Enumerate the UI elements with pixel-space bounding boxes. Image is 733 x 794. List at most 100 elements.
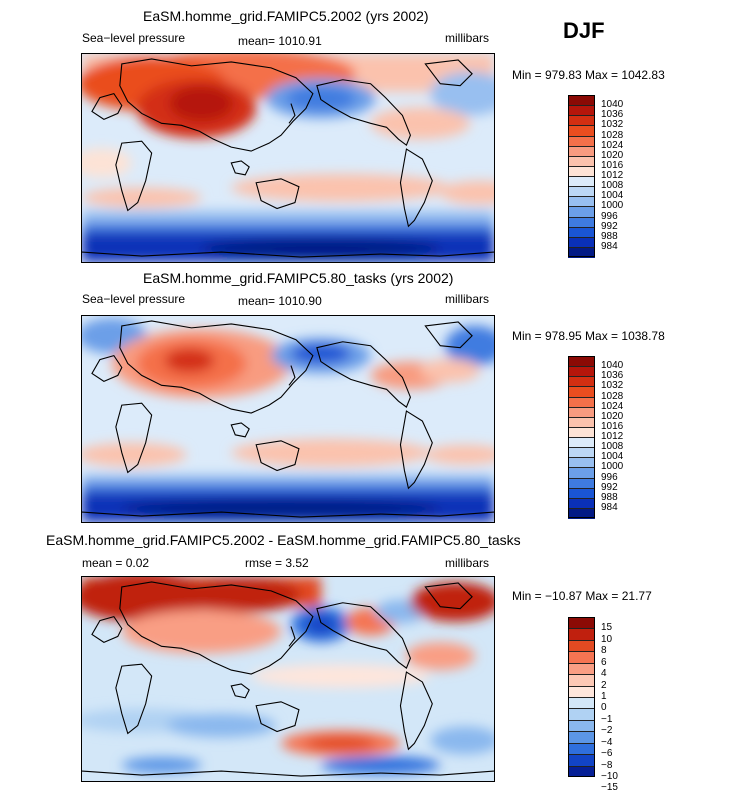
colorbar-swatch bbox=[568, 487, 595, 499]
colorbar-swatch bbox=[568, 742, 595, 755]
panel-2-colorbar: 1040 1036 1032 1028 1024 1020 1016 1012 1008 1004… bbox=[568, 356, 623, 519]
panel-1-map bbox=[81, 53, 495, 263]
panel-1-map-svg bbox=[82, 54, 494, 262]
panel-2-map bbox=[81, 315, 495, 523]
colorbar-swatch bbox=[568, 507, 595, 519]
colorbar-swatch bbox=[568, 125, 595, 136]
colorbar-swatch bbox=[568, 155, 595, 167]
colorbar-swatch bbox=[568, 731, 595, 744]
colorbar-swatch bbox=[568, 497, 595, 509]
colorbar-tick-label: 984 bbox=[601, 240, 618, 252]
panel-2-minmax: Min = 978.95 Max = 1038.78 bbox=[512, 329, 665, 343]
colorbar-tick-label: 4 bbox=[601, 668, 607, 680]
colorbar-tick-label: 1004 bbox=[601, 451, 624, 463]
panel-3-colorbar: 15 10 8 6 4 2 1 0 −1 −2 −4 −6 −8 −10 −15 bbox=[568, 617, 618, 793]
colorbar-swatch bbox=[568, 697, 595, 709]
panel-1-colorbar: 1040 1036 1032 1028 1024 1020 1016 1012 1008 1004… bbox=[568, 95, 623, 258]
colorbar-tick-label: 1032 bbox=[601, 380, 624, 392]
colorbar-tick-label: −2 bbox=[601, 725, 613, 737]
panel-1-mean: mean= 1010.91 bbox=[238, 34, 322, 48]
panel-3-minmax: Min = −10.87 Max = 21.77 bbox=[512, 589, 652, 603]
colorbar-swatch bbox=[568, 754, 595, 767]
colorbar-tick-label: 1016 bbox=[601, 420, 624, 432]
colorbar-tick-label: 1024 bbox=[601, 400, 624, 412]
colorbar-swatch bbox=[568, 662, 595, 675]
colorbar-tick-label: 996 bbox=[601, 210, 618, 222]
colorbar-swatch bbox=[568, 186, 595, 197]
colorbar-tick-label: 1028 bbox=[601, 390, 624, 402]
colorbar-swatch bbox=[568, 467, 595, 478]
colorbar-swatch bbox=[568, 765, 595, 778]
panel-2-map-svg bbox=[82, 316, 494, 522]
colorbar-swatch bbox=[568, 366, 595, 377]
colorbar-tick-label: 992 bbox=[601, 220, 618, 232]
colorbar-tick-label: 1020 bbox=[601, 410, 624, 422]
colorbar-tick-label: 1036 bbox=[601, 370, 624, 382]
colorbar-swatch bbox=[568, 639, 595, 652]
colorbar-swatch bbox=[568, 105, 595, 116]
colorbar-tick-label: −8 bbox=[601, 759, 613, 771]
colorbar-swatch bbox=[568, 685, 595, 698]
colorbar-tick-label: 1020 bbox=[601, 149, 624, 161]
colorbar-swatch bbox=[568, 135, 595, 147]
colorbar-swatch bbox=[568, 115, 595, 126]
colorbar-swatch bbox=[568, 437, 595, 448]
colorbar-tick-label: 988 bbox=[601, 491, 618, 503]
colorbar-swatch bbox=[568, 145, 595, 157]
panel-2-units: millibars bbox=[445, 292, 490, 306]
colorbar-swatch bbox=[568, 708, 595, 721]
colorbar-swatch bbox=[568, 651, 595, 664]
colorbar-tick-label: 1040 bbox=[601, 99, 624, 111]
colorbar-swatch bbox=[568, 477, 595, 489]
colorbar-swatch bbox=[568, 226, 595, 238]
panel-3-rmse: rmse = 3.52 bbox=[245, 556, 309, 570]
colorbar-tick-label: 1008 bbox=[601, 180, 624, 192]
colorbar-swatch bbox=[568, 176, 595, 187]
colorbar-swatch bbox=[568, 386, 595, 397]
colorbar-tick-label: 1008 bbox=[601, 441, 624, 453]
colorbar-tick-label: −15 bbox=[601, 782, 618, 794]
panel-1-variable-label: Sea−level pressure bbox=[82, 31, 186, 45]
colorbar-swatch bbox=[568, 416, 595, 428]
panel-3-mean: mean = 0.02 bbox=[82, 556, 150, 570]
colorbar-tick-label: 1032 bbox=[601, 119, 624, 131]
colorbar-tick-label: −10 bbox=[601, 771, 618, 782]
panel-1-units: millibars bbox=[445, 31, 490, 45]
colorbar-swatch bbox=[568, 628, 595, 641]
panel-3-title: EaSM.homme_grid.FAMIPC5.2002 - EaSM.homm… bbox=[46, 532, 521, 548]
colorbar-swatch bbox=[568, 457, 595, 468]
colorbar-tick-label: 984 bbox=[601, 501, 618, 513]
colorbar-tick-label: 1000 bbox=[601, 461, 624, 473]
colorbar-tick-label: 996 bbox=[601, 471, 618, 483]
colorbar-frame bbox=[568, 95, 595, 257]
colorbar-tick-label: 1 bbox=[601, 691, 607, 702]
colorbar-tick-label: 8 bbox=[601, 645, 607, 657]
colorbar-tick-label: 6 bbox=[601, 656, 607, 668]
colorbar-tick-label: 1040 bbox=[601, 360, 624, 372]
colorbar-tick-label: 1024 bbox=[601, 139, 624, 151]
colorbar-tick-label: 992 bbox=[601, 481, 618, 493]
panel-2-title: EaSM.homme_grid.FAMIPC5.80_tasks (yrs 20… bbox=[143, 270, 454, 286]
colorbar-swatch bbox=[568, 426, 595, 438]
colorbar-tick-label: 2 bbox=[601, 679, 607, 691]
colorbar-tick-label: 1016 bbox=[601, 159, 624, 171]
colorbar-swatch bbox=[568, 447, 595, 458]
colorbar-tick-label: 1004 bbox=[601, 190, 624, 202]
colorbar-swatch bbox=[568, 196, 595, 207]
colorbar-tick-label: −4 bbox=[601, 736, 613, 748]
colorbar-swatch bbox=[568, 206, 595, 217]
colorbar-swatch bbox=[568, 719, 595, 732]
colorbar-tick-label: −1 bbox=[601, 713, 613, 725]
colorbar-swatch bbox=[568, 396, 595, 408]
colorbar-tick-label: 15 bbox=[601, 622, 613, 634]
colorbar-swatch bbox=[568, 236, 595, 248]
panel-3-map bbox=[81, 576, 495, 782]
colorbar-tick-label: 988 bbox=[601, 230, 618, 242]
colorbar-swatch bbox=[568, 376, 595, 387]
panel-2-mean: mean= 1010.90 bbox=[238, 294, 322, 308]
panel-1-minmax: Min = 979.83 Max = 1042.83 bbox=[512, 68, 665, 82]
colorbar-tick-label: 1012 bbox=[601, 170, 624, 181]
colorbar-frame bbox=[568, 356, 595, 518]
panel-1-title: EaSM.homme_grid.FAMIPC5.2002 (yrs 2002) bbox=[143, 8, 429, 24]
colorbar-frame bbox=[568, 617, 595, 777]
